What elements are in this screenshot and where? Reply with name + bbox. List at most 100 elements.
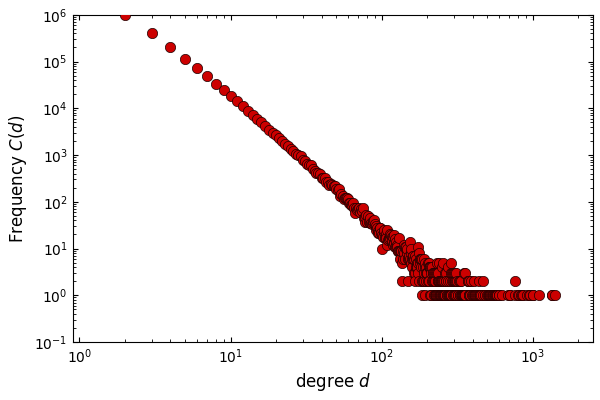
Point <box>457 292 467 298</box>
Point <box>547 292 556 298</box>
Point <box>440 292 449 298</box>
Point <box>451 278 460 284</box>
Point <box>488 292 497 298</box>
Point <box>431 292 440 298</box>
Point <box>248 112 257 118</box>
Point <box>310 167 319 174</box>
Point <box>383 237 393 244</box>
Point <box>293 152 303 158</box>
Point <box>333 187 343 193</box>
Point <box>487 292 497 298</box>
Point <box>385 236 394 242</box>
Point <box>372 225 382 232</box>
Point <box>447 278 457 284</box>
Point <box>438 292 448 298</box>
Point <box>458 292 467 298</box>
Point <box>413 270 423 276</box>
Point <box>483 292 493 298</box>
Point <box>418 256 427 262</box>
Point <box>304 162 314 168</box>
Point <box>408 252 418 259</box>
Point <box>313 170 323 176</box>
Point <box>439 292 449 298</box>
Point <box>410 252 420 259</box>
Point <box>353 207 362 213</box>
Point <box>461 270 470 276</box>
Point <box>412 264 422 270</box>
Point <box>430 292 439 298</box>
X-axis label: degree $d$: degree $d$ <box>295 371 371 393</box>
Point <box>374 230 383 237</box>
Point <box>192 65 202 72</box>
Point <box>362 219 372 225</box>
Point <box>275 135 284 142</box>
Point <box>446 292 456 298</box>
Point <box>421 278 431 284</box>
Point <box>320 174 329 181</box>
Point <box>490 292 500 298</box>
Point <box>424 264 434 270</box>
Point <box>291 151 301 157</box>
Point <box>343 195 352 202</box>
Point <box>488 292 498 298</box>
Point <box>392 242 402 248</box>
Point <box>465 292 475 298</box>
Point <box>430 270 440 276</box>
Point <box>390 236 400 242</box>
Point <box>385 234 395 241</box>
Point <box>478 292 487 298</box>
Point <box>358 205 368 212</box>
Point <box>424 260 433 266</box>
Point <box>419 270 429 276</box>
Point <box>440 278 449 284</box>
Point <box>382 234 391 241</box>
Point <box>511 278 520 284</box>
Point <box>331 186 341 192</box>
Point <box>398 278 407 284</box>
Point <box>474 292 484 298</box>
Point <box>268 130 278 136</box>
Point <box>346 200 355 207</box>
Point <box>392 243 401 250</box>
Point <box>415 278 424 284</box>
Point <box>470 292 480 298</box>
Point <box>391 243 400 250</box>
Point <box>414 250 424 256</box>
Point <box>398 248 408 254</box>
Point <box>412 260 421 266</box>
Point <box>400 243 410 250</box>
Point <box>505 292 515 298</box>
Point <box>421 270 431 276</box>
Point <box>455 292 465 298</box>
Point <box>397 248 406 254</box>
Point <box>403 245 412 252</box>
Point <box>463 278 473 284</box>
Point <box>330 183 340 190</box>
Point <box>437 278 446 284</box>
Point <box>503 292 513 298</box>
Point <box>439 260 448 266</box>
Point <box>435 292 445 298</box>
Point <box>355 209 365 216</box>
Point <box>489 292 499 298</box>
Point <box>283 142 293 149</box>
Point <box>344 200 354 206</box>
Point <box>387 233 397 240</box>
Point <box>425 264 435 270</box>
Point <box>449 270 458 276</box>
Point <box>382 242 392 248</box>
Point <box>430 270 439 276</box>
Point <box>438 278 448 284</box>
Point <box>439 292 448 298</box>
Point <box>505 292 514 298</box>
Point <box>405 238 415 245</box>
Point <box>347 202 357 208</box>
Point <box>406 260 415 266</box>
Point <box>439 292 449 298</box>
Point <box>482 292 492 298</box>
Point <box>460 292 469 298</box>
Point <box>232 98 242 104</box>
Point <box>436 292 445 298</box>
Point <box>381 231 391 238</box>
Point <box>420 264 430 270</box>
